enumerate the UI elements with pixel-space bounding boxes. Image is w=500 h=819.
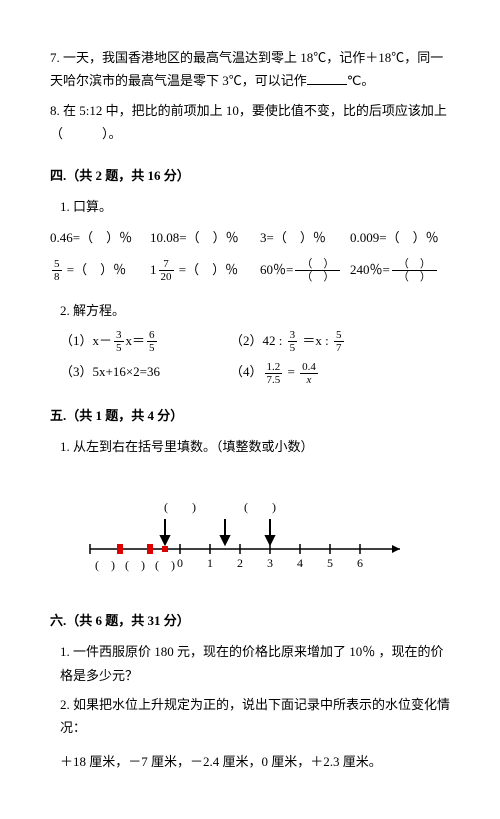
q7-unit: ℃。 [347,73,375,88]
frac-6-5: 65 [147,329,157,354]
s6-q2b: ＋18 厘米，－7 厘米，－2.4 厘米，0 厘米，＋2.3 厘米。 [60,750,450,773]
svg-text:2: 2 [237,556,243,570]
s4-q2: 2. 解方程。 [60,299,450,322]
calc-8: 240％=（ ）（ ） [350,258,450,284]
number-line: 0 1 2 3 4 5 6 ( ) ( ) ( ) ( ) ( ) [50,489,450,589]
calc-7-head: 60％= [260,262,293,277]
svg-text:( ): ( ) [164,500,196,514]
eq-4: （4）1.27.5 = 0.4x [230,360,450,386]
eq-2: （2）42 : 35 ＝x : 57 [230,329,450,355]
calc-6-tail: =（ ）％ [176,262,239,277]
svg-text:( ): ( ) [95,558,115,572]
s5-q1: 1. 从左到右在括号里填数。（填整数或小数） [60,435,450,458]
frac-3-5b: 35 [288,329,298,354]
calc-3: 3=（ ）％ [260,226,350,249]
calc-row-1: 0.46=（ ）％ 10.08=（ ）％ 3=（ ）％ 0.009=（ ）％ [50,226,450,249]
calc-6: 1720 =（ ）％ [150,258,260,284]
frac-paren-1: （ ）（ ） [295,258,340,283]
eq-row-1: （1）x－35x＝65 （2）42 : 35 ＝x : 57 [60,329,450,355]
frac-5-8: 58 [52,258,62,283]
svg-text:3: 3 [267,556,273,570]
frac-7-20: 720 [159,258,174,283]
eq4-a: （4） [230,364,263,379]
calc-5: 58 =（ ）％ [50,258,150,284]
question-7: 7. 一天，我国香港地区的最高气温达到零上 18℃，记作＋18℃，同一天哈尔滨市… [50,46,450,93]
svg-text:1: 1 [207,556,213,570]
section-5-heading: 五.（共 1 题，共 4 分） [50,404,450,427]
calc-5-tail: =（ ）％ [64,262,127,277]
section-4-heading: 四.（共 2 题，共 16 分） [50,164,450,187]
svg-text:5: 5 [327,556,333,570]
frac-5-7: 57 [334,329,344,354]
calc-2: 10.08=（ ）％ [150,226,260,249]
eq1-a: （1）x－ [60,333,112,348]
calc-8-head: 240％= [350,262,390,277]
s4-q1: 1. 口算。 [60,195,450,218]
eq-3: （3）5x+16×2=36 [60,360,230,386]
frac-04-x: 0.4x [300,361,318,386]
eq2-b: ＝x : [299,333,332,348]
blank[interactable] [307,71,347,85]
s6-q2: 2. 如果把水位上升规定为正的，说出下面记录中所表示的水位变化情况： [60,693,450,740]
svg-text:( ): ( ) [125,558,145,572]
svg-text:( ): ( ) [244,500,276,514]
calc-row-2: 58 =（ ）％ 1720 =（ ）％ 60％=（ ）（ ） 240％=（ ）（… [50,258,450,284]
mixed-int: 1 [150,262,157,277]
svg-text:6: 6 [357,556,363,570]
calc-4: 0.009=（ ）％ [350,226,450,249]
eq2-a: （2）42 : [230,333,286,348]
frac-3-5a: 35 [114,329,124,354]
q7-text: 7. 一天，我国香港地区的最高气温达到零上 18℃，记作＋18℃，同一天哈尔滨市… [50,50,443,88]
svg-text:4: 4 [297,556,303,570]
svg-text:( ): ( ) [155,558,175,572]
svg-text:0: 0 [177,556,183,570]
eq1-b: x＝ [126,333,146,348]
section-6-heading: 六.（共 6 题，共 31 分） [50,609,450,632]
frac-12-75: 1.27.5 [265,361,283,386]
eq-1: （1）x－35x＝65 [60,329,230,355]
s6-q1: 1. 一件西服原价 180 元，现在的价格比原来增加了 10％ ，现在的价格是多… [60,640,450,687]
frac-paren-2: （ ）（ ） [392,258,437,283]
question-8: 8. 在 5:12 中，把比的前项加上 10，要使比值不变，比的后项应该加上（ … [50,99,450,146]
calc-1: 0.46=（ ）％ [50,226,150,249]
eq-row-2: （3）5x+16×2=36 （4）1.27.5 = 0.4x [60,360,450,386]
calc-7: 60％=（ ）（ ） [260,258,350,284]
